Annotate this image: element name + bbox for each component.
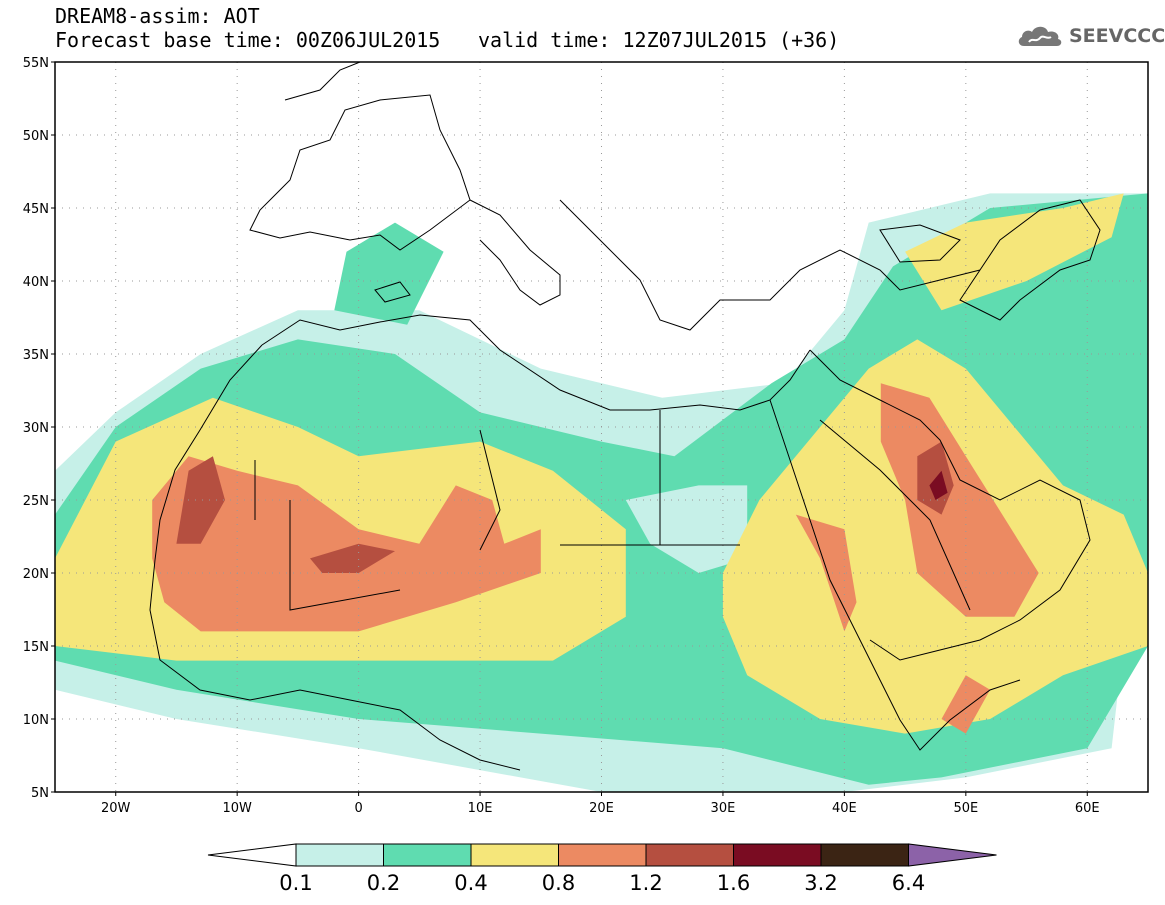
colorbar-label: 1.6 [717,871,750,895]
map-title: DREAM8-assim: AOT [55,4,260,28]
lat-tick-label: 10N [23,713,49,728]
europe-outline [249,62,471,251]
colorbar-label: 0.2 [367,871,400,895]
red-sea-coast [769,399,1021,751]
aot-region-1.2-1.6 [176,456,225,544]
country-borders [149,62,1101,771]
lat-tick-label: 5N [31,786,49,801]
arabia-coast [809,349,1091,661]
colorbar-label: 0.4 [454,871,487,895]
colorbar-segment [383,843,472,867]
caspian-sea [959,199,1101,321]
lon-tick-label: 40E [832,801,857,816]
lon-tick-label: 20E [589,801,614,816]
cloud-icon [1018,26,1062,46]
colorbar-label: 0.8 [542,871,575,895]
lat-tick-label: 55N [23,56,49,71]
aot-region-0.8-1.2 [152,456,541,632]
colorbar-over-triangle [908,843,997,867]
aot-region-0.1-0.2 [625,485,748,573]
lon-tick-label: 10W [222,801,252,816]
colorbar-segment [558,843,647,867]
aot-region-0.2-0.4 [334,222,444,325]
balearic-islands [374,281,411,303]
lon-tick-label: 30E [711,801,736,816]
lat-tick-label: 40N [23,275,49,290]
logo-text: SEEVCCC [1069,25,1165,47]
lat-tick-label: 30N [23,421,49,436]
colorbar-segment [820,843,909,867]
colorbar-label: 1.2 [629,871,662,895]
aot-region-1.6-3.2 [929,470,948,500]
black-sea [879,224,961,263]
aot-shading [55,193,1148,792]
lon-tick-label: 20W [101,801,131,816]
country-borders-lines [254,410,971,611]
lat-tick-label: 20N [23,567,49,582]
valid-time: valid time: 12Z07JUL2015 (+36) [478,28,840,52]
lat-tick-label: 15N [23,640,49,655]
map-gridlines [55,62,1148,792]
lat-tick-label: 25N [23,494,49,509]
north-africa-coast [261,314,811,411]
lon-tick-label: 50E [953,801,978,816]
axis-labels: 5N 10N 15N 20N 25N 30N 35N 40N 45N 50N 55N 20W 10W 0 1… [23,56,1100,816]
lat-tick-label: 50N [23,129,49,144]
seevccc-logo: SEEVCCC [1016,22,1165,50]
aot-region-0.4-0.8 [905,193,1124,311]
aot-region-1.2-1.6 [310,543,395,573]
west-africa-coast [149,344,521,771]
aot-region-0.8-1.2 [880,383,1039,617]
balkans-turkey-outline [559,199,981,331]
colorbar-segment [470,843,559,867]
colorbar: 0.1 0.2 0.4 0.8 1.2 1.6 3.2 6.4 [207,843,997,895]
lat-tick-label: 35N [23,348,49,363]
italy-outline [469,199,561,306]
colorbar-label: 6.4 [892,871,925,895]
colorbar-label: 0.1 [279,871,312,895]
lon-tick-label: 60E [1075,801,1100,816]
lat-tick-label: 45N [23,202,49,217]
lon-tick-label: 10E [468,801,493,816]
colorbar-segment [645,843,734,867]
colorbar-segment [733,843,822,867]
lon-tick-label: 0 [354,801,362,816]
colorbar-label: 3.2 [804,871,837,895]
colorbar-under-triangle [207,843,297,867]
colorbar-segment [295,843,384,867]
forecast-base-time: Forecast base time: 00Z06JUL2015 [55,28,441,52]
aot-region-0.8-1.2 [941,675,991,734]
